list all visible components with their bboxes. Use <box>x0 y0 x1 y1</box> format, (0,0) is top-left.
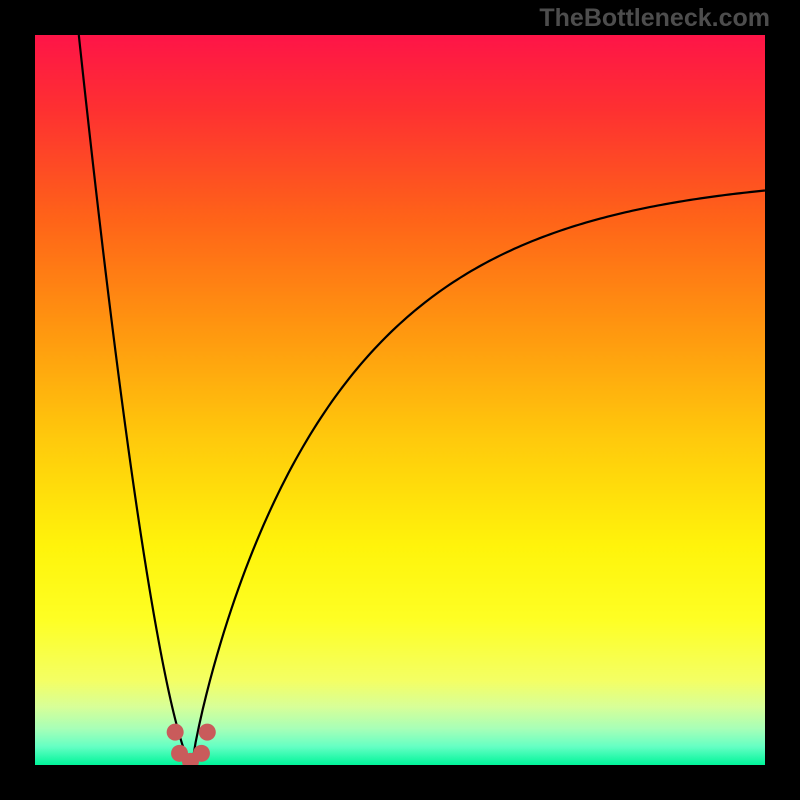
watermark-text: TheBottleneck.com <box>539 4 770 33</box>
trough-marker <box>199 724 216 741</box>
trough-marker <box>193 745 210 762</box>
trough-marker <box>167 724 184 741</box>
bottleneck-curve <box>35 35 765 765</box>
plot-area <box>35 35 765 765</box>
bottleneck-curve-path <box>79 35 765 765</box>
chart-container: TheBottleneck.com <box>0 0 800 800</box>
